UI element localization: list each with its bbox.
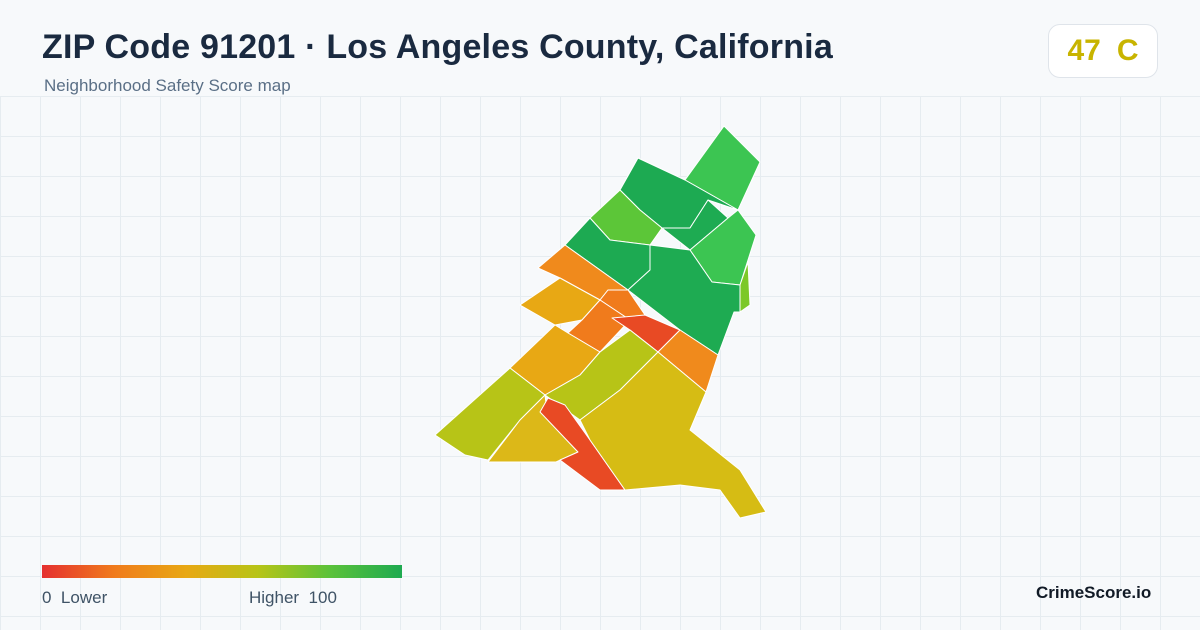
brand-logo-text: CrimeScore.io [1036,583,1152,602]
legend-max-label: Higher 100 [249,588,337,607]
legend-min-label: 0 Lower [42,588,108,607]
map-block[interactable] [567,299,631,353]
page-subtitle: Neighborhood Safety Score map [44,76,291,95]
legend-gradient-bar [42,565,402,578]
safety-score-badge: 47 C [1048,24,1158,78]
map-block[interactable] [627,244,741,356]
map-block[interactable] [539,397,626,491]
map-block[interactable] [661,199,729,251]
map-block[interactable] [519,277,601,326]
safety-score-value: 47 [1067,34,1101,67]
page-title: ZIP Code 91201 · Los Angeles County, Cal… [42,28,833,66]
safety-score-grade: C [1116,34,1139,67]
map-block[interactable] [579,351,767,519]
